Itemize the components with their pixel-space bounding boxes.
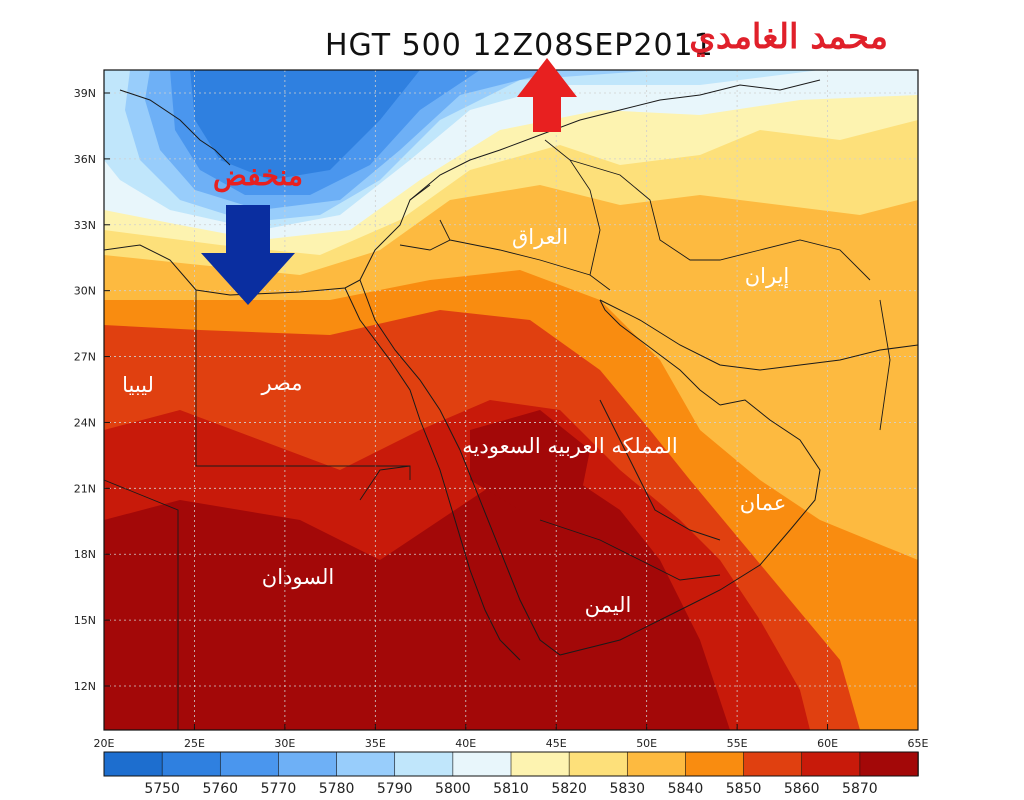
- lon-tick-label: 25E: [184, 737, 205, 750]
- lat-tick-label: 30N: [74, 285, 96, 298]
- lon-tick-label: 45E: [546, 737, 567, 750]
- gulf-east-coast: [599, 299, 918, 371]
- lat-tick-label: 36N: [74, 153, 96, 166]
- country-borders: [104, 139, 891, 730]
- colorbar-swatch: [568, 751, 629, 777]
- lon-tick-label: 30E: [274, 737, 295, 750]
- colorbar-label: 5760: [202, 781, 238, 797]
- colorbar-swatch: [743, 751, 803, 777]
- lat-tick-label: 27N: [74, 351, 96, 364]
- colorbar-label: 5790: [377, 781, 413, 797]
- colorbar-swatch: [685, 751, 745, 777]
- colorbar-swatch: [336, 751, 396, 777]
- colorbar-label: 5750: [144, 781, 180, 797]
- band-5870-core: [470, 410, 590, 510]
- lat-tick-label: 33N: [74, 219, 96, 232]
- arabia-south-coast: [559, 399, 821, 656]
- low-arrow: [201, 205, 295, 305]
- colorbar-swatch: [103, 751, 163, 777]
- colorbar-frame: [103, 751, 919, 777]
- iran-border: [569, 159, 871, 281]
- colorbar-label: 5850: [726, 781, 762, 797]
- label-iran: إيران: [745, 264, 790, 289]
- colorbar-swatch: [161, 751, 222, 777]
- colorbar: 5750 5760 5770 5780 5790 5800 5810 5820 5830 5840…: [103, 751, 919, 797]
- latitude-ticks: 12N 15N 18N 21N 24N 27N 30N 33N 36N 39N: [74, 87, 110, 693]
- turkey-coast: [409, 79, 821, 201]
- lat-tick-label: 21N: [74, 482, 96, 495]
- colorbar-label: 5820: [551, 781, 587, 797]
- colorbar-swatch: [219, 751, 280, 777]
- yemen-border: [539, 519, 721, 581]
- colorbar-label: 5770: [261, 781, 297, 797]
- iraq-border: [544, 139, 601, 276]
- ridge-arrow-shape: [517, 58, 577, 132]
- colorbar-swatch: [510, 751, 570, 777]
- lat-lon-grid: [104, 70, 918, 730]
- saudi-north-border: [449, 239, 611, 291]
- egypt-border: [195, 290, 411, 480]
- map-frame: [103, 69, 919, 731]
- levant-border: [399, 219, 451, 251]
- lon-tick-label: 40E: [455, 737, 476, 750]
- coastlines: [104, 79, 918, 661]
- longitude-ticks: 20E 25E 30E 35E 40E 45E 50E 55E 60E 65E: [94, 724, 929, 750]
- band-5750: [190, 70, 420, 180]
- colorbar-swatch: [859, 751, 919, 777]
- lon-tick-label: 50E: [636, 737, 657, 750]
- lon-tick-label: 20E: [94, 737, 115, 750]
- colorbar-label: 5860: [784, 781, 820, 797]
- low-pressure-label: منخفض: [213, 159, 303, 193]
- label-libya: ليبيا: [122, 373, 154, 397]
- lat-tick-label: 39N: [74, 87, 96, 100]
- red-sea-east-coast: [359, 279, 561, 656]
- pakistan-border: [879, 299, 891, 431]
- colorbar-swatch: [452, 751, 512, 777]
- colorbar-label: 5870: [842, 781, 878, 797]
- label-saudi-arabia: المملكه العربيه السعوديه: [462, 434, 677, 459]
- label-iraq: العراق: [512, 225, 568, 250]
- colorbar-label: 5830: [609, 781, 645, 797]
- lat-tick-label: 18N: [74, 548, 96, 561]
- lon-tick-label: 55E: [727, 737, 748, 750]
- author-signature: محمد الغامدي: [689, 17, 888, 57]
- label-sudan: السودان: [262, 565, 334, 590]
- colorbar-swatch: [626, 751, 687, 777]
- height-field: [104, 70, 918, 730]
- ridge-arrow: [517, 58, 577, 132]
- red-sea-west-coast: [344, 287, 521, 661]
- map-title: HGT 500 12Z08SEP2011: [325, 28, 714, 63]
- band-5870: [104, 470, 730, 730]
- colorbar-swatch: [801, 751, 861, 777]
- low-arrow-shape: [201, 205, 295, 305]
- colorbar-label: 5810: [493, 781, 529, 797]
- lon-tick-label: 35E: [365, 737, 386, 750]
- label-egypt: مصر: [260, 371, 302, 396]
- libya-chad-border: [104, 479, 179, 730]
- colorbar-swatch: [394, 751, 454, 777]
- label-oman: عمان: [740, 491, 787, 515]
- greece-coast: [119, 89, 231, 166]
- lat-tick-label: 12N: [74, 680, 96, 693]
- map-panel: [104, 70, 918, 730]
- lat-tick-label: 24N: [74, 416, 96, 429]
- label-yemen: اليمن: [585, 593, 632, 618]
- lon-tick-label: 65E: [908, 737, 929, 750]
- oman-border: [599, 399, 721, 541]
- colorbar-label: 5780: [319, 781, 355, 797]
- lat-tick-label: 15N: [74, 614, 96, 627]
- sudan-border: [359, 465, 411, 501]
- colorbar-label: 5840: [668, 781, 704, 797]
- lon-tick-label: 60E: [817, 737, 838, 750]
- gulf-west-coast: [599, 299, 721, 406]
- colorbar-label: 5800: [435, 781, 471, 797]
- colorbar-swatch: [278, 751, 338, 777]
